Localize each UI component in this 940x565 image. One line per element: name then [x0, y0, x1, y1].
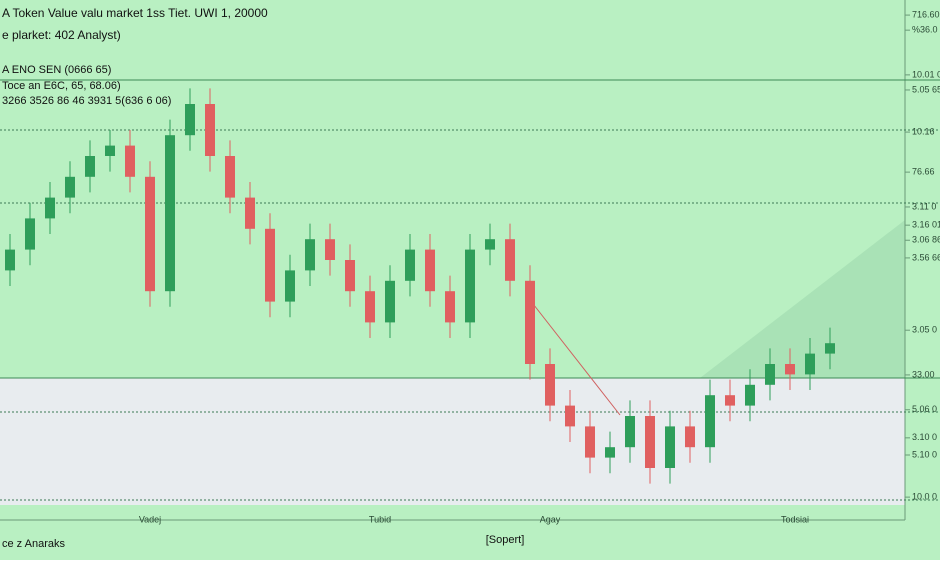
candle-body	[745, 384, 755, 406]
x-tick-label: Agay	[540, 514, 561, 524]
candle-body	[585, 426, 595, 458]
x-tick-label: Todsiai	[781, 514, 809, 524]
candle-body	[605, 447, 615, 458]
candle-body	[565, 405, 575, 427]
y-tick-label: 3.05 0	[912, 325, 937, 335]
lower-band	[0, 378, 905, 505]
candle-body	[185, 104, 195, 136]
trend-line	[529, 299, 621, 416]
candle-body	[5, 249, 15, 271]
candle-body	[765, 364, 775, 385]
y-tick-label: 76.66	[912, 166, 935, 176]
y-tick-label: 716.60	[912, 9, 940, 19]
candle-body	[365, 291, 375, 323]
candle-body	[405, 249, 415, 281]
candle-body	[725, 395, 735, 406]
candle-body	[525, 280, 535, 364]
y-tick-label: 3.56 66	[912, 252, 940, 262]
y-tick-label: 3.16 01	[912, 220, 940, 230]
footer-label: ce z Anaraks	[2, 538, 65, 550]
candle-body	[45, 197, 55, 219]
y-tick-label: 5.06 0	[912, 404, 937, 414]
candle-body	[125, 145, 135, 177]
candle-body	[505, 239, 515, 281]
candle-body	[625, 416, 635, 448]
candle-body	[545, 364, 555, 406]
candle-body	[385, 280, 395, 323]
candle-body	[345, 260, 355, 292]
annotation: Toce an E6C, 65, 68.06)	[2, 80, 121, 92]
y-tick-label: 5.05 65	[912, 84, 940, 94]
candle-body	[85, 156, 95, 177]
y-tick-label: 10.0 0	[912, 491, 937, 501]
candle-body	[205, 104, 215, 156]
y-tick-label: 3.11 0	[912, 201, 936, 211]
candle-body	[165, 135, 175, 292]
candle-body	[485, 239, 495, 250]
candle-body	[65, 176, 75, 198]
y-tick-label: 3.10 0	[912, 432, 937, 442]
candle-body	[705, 395, 715, 448]
candle-body	[685, 426, 695, 448]
candle-body	[445, 291, 455, 323]
candle-body	[145, 176, 155, 292]
annotation: A ENO SEN (0666 65)	[2, 64, 111, 76]
candle-body	[25, 218, 35, 250]
y-tick-label: 3.06 86	[912, 235, 940, 245]
candle-body	[665, 426, 675, 468]
candle-body	[785, 364, 795, 375]
footer-label: [Sopert]	[486, 534, 525, 546]
chart-subtitle: e plarket: 402 Analyst)	[2, 28, 121, 42]
chart-title: A Token Value valu market 1ss Tiet. UWI …	[2, 6, 268, 20]
candle-body	[245, 197, 255, 229]
y-tick-label: %36.0	[912, 25, 938, 35]
x-tick-label: Tubid	[369, 514, 391, 524]
candle-body	[265, 228, 275, 302]
candle-body	[425, 249, 435, 292]
candle-body	[225, 156, 235, 198]
candle-body	[465, 249, 475, 323]
candle-body	[805, 353, 815, 375]
candle-body	[285, 270, 295, 302]
y-tick-label: 33.00	[912, 369, 935, 379]
candle-body	[325, 239, 335, 260]
candle-body	[105, 145, 115, 156]
candle-body	[645, 416, 655, 468]
y-tick-label: 5.10 0	[912, 449, 937, 459]
y-tick-label: 10.16	[912, 126, 935, 136]
candle-body	[305, 239, 315, 271]
x-tick-label: Vadej	[139, 514, 161, 524]
y-tick-label: 10.01 06	[912, 69, 940, 79]
annotation: 3266 3526 86 46 3931 5(636 6 06)	[2, 95, 171, 107]
candle-body	[825, 343, 835, 354]
shade	[700, 220, 905, 378]
